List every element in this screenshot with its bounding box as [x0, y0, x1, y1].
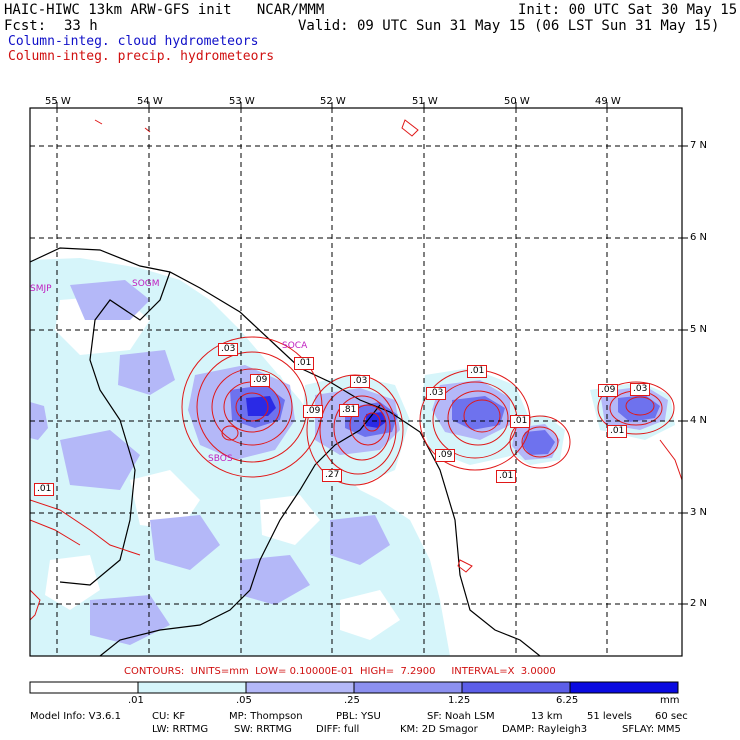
lon-label: 49 W: [595, 96, 621, 107]
lat-label: 4 N: [690, 415, 708, 426]
lon-label: 53 W: [229, 96, 255, 107]
cloud-shading-dark: [230, 385, 660, 455]
contour-label: .09: [303, 405, 324, 418]
cloud-clear-areas: [45, 295, 400, 640]
valid-time: Valid: 09 UTC Sun 31 May 15 (06 LST Sun …: [298, 18, 720, 34]
precip-contours: [30, 119, 682, 621]
station-label: SOCA: [282, 341, 308, 351]
contour-label: .01: [294, 357, 315, 370]
model-cu: CU: KF: [152, 711, 186, 722]
model-lw: LW: RRTMG: [152, 724, 209, 735]
contour-label: .09: [598, 384, 619, 397]
colorbar-tick: .01: [128, 695, 144, 706]
model-sf: SF: Noah LSM: [427, 711, 495, 722]
contour-label: .01: [467, 365, 488, 378]
station-label: SMJP: [30, 284, 52, 294]
model-mp: MP: Thompson: [229, 711, 303, 722]
contour-label: .09: [435, 449, 456, 462]
forecast-hour: 33 h: [64, 18, 98, 34]
lat-label: 2 N: [690, 598, 708, 609]
model-timestep: 60 sec: [655, 711, 688, 722]
lat-label: 3 N: [690, 507, 708, 518]
model-pbl: PBL: YSU: [336, 711, 381, 722]
field-cloud-label: Column-integ. cloud hydrometeors: [8, 34, 259, 49]
lat-label: 7 N: [690, 140, 708, 151]
model-info: Model Info: V3.6.1: [30, 711, 121, 722]
station-label: SOGM: [132, 279, 160, 289]
contour-label: .27: [322, 469, 343, 482]
lon-label: 52 W: [320, 96, 346, 107]
model-sw: SW: RRTMG: [234, 724, 292, 735]
contour-label: .03: [350, 375, 371, 388]
contour-label: .01: [510, 415, 531, 428]
colorbar-tick: .05: [236, 695, 252, 706]
colorbar-tick: .25: [344, 695, 360, 706]
colorbar-tick: 1.25: [448, 695, 471, 706]
plot-title: HAIC-HIWC 13km ARW-GFS init NCAR/MMM: [4, 2, 325, 18]
model-levels: 51 levels: [587, 711, 632, 722]
model-km: KM: 2D Smagor: [400, 724, 478, 735]
model-sflay: SFLAY: MM5: [622, 724, 681, 735]
axis-ticks: [56, 102, 688, 605]
contour-label: .81: [339, 404, 360, 417]
station-label: SBOS: [208, 454, 233, 464]
colorbar-units: mm: [660, 695, 680, 706]
colorbar: [29, 681, 679, 694]
lat-lon-grid: [30, 108, 682, 656]
contour-label: .03: [218, 343, 239, 356]
map-frame: [29, 107, 683, 657]
lon-label: 54 W: [137, 96, 163, 107]
lat-label: 5 N: [690, 324, 708, 335]
contour-label: .01: [34, 483, 55, 496]
contour-label: .01: [496, 470, 517, 483]
model-resolution: 13 km: [531, 711, 563, 722]
model-diff: DIFF: full: [316, 724, 360, 735]
init-time: Init: 00 UTC Sat 30 May 15: [518, 2, 738, 18]
contour-label: .01: [607, 425, 628, 438]
field-precip-label: Column-integ. precip. hydrometeors: [8, 49, 275, 64]
lon-label: 51 W: [412, 96, 438, 107]
contour-label: .03: [630, 383, 651, 396]
contour-label: .09: [250, 374, 271, 387]
lon-label: 50 W: [504, 96, 530, 107]
forecast-label: Fcst:: [4, 18, 47, 34]
lon-label: 55 W: [45, 96, 71, 107]
contour-label: .03: [426, 387, 447, 400]
coastline: [30, 247, 541, 656]
model-damp: DAMP: Rayleigh3: [502, 724, 588, 735]
lat-label: 6 N: [690, 232, 708, 243]
contour-info: CONTOURS: UNITS=mm LOW= 0.10000E-01 HIGH…: [124, 666, 556, 677]
colorbar-tick: 6.25: [556, 695, 579, 706]
